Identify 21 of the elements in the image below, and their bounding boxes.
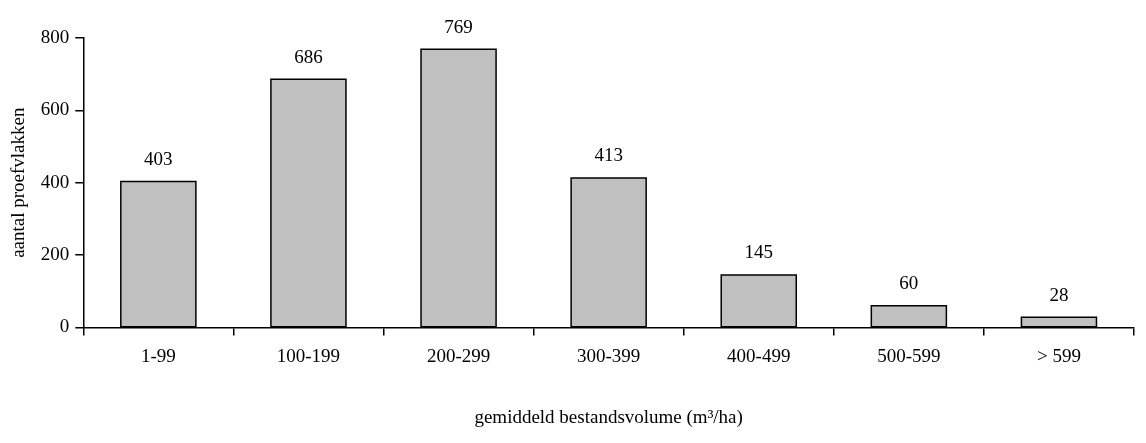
x-tick-label: 200-299: [426, 344, 491, 366]
data-label: 28: [1049, 283, 1069, 305]
x-tick-label: 400-499: [727, 344, 791, 366]
data-label: 403: [144, 148, 173, 170]
x-tick-label: 500-599: [877, 344, 941, 366]
data-label: 60: [899, 272, 919, 294]
data-label: 686: [294, 45, 323, 67]
x-axis-title: gemiddeld bestandsvolume (m³/ha): [474, 405, 743, 428]
y-tick-label: 800: [40, 25, 70, 47]
x-tick-label: 100-199: [276, 344, 341, 366]
x-tick-label: 1-99: [140, 344, 176, 366]
data-label: 413: [594, 144, 623, 166]
y-tick-label: 600: [40, 98, 70, 120]
y-tick-label: 0: [59, 315, 70, 337]
y-tick-label: 400: [40, 170, 70, 192]
data-label: 145: [744, 241, 773, 263]
x-tick-label: > 599: [1036, 344, 1081, 366]
y-tick-label: 200: [40, 243, 70, 265]
data-label: 769: [444, 15, 473, 37]
x-tick-label: 300-399: [576, 344, 641, 366]
y-axis-title: aantal proefvlakken: [7, 107, 29, 258]
